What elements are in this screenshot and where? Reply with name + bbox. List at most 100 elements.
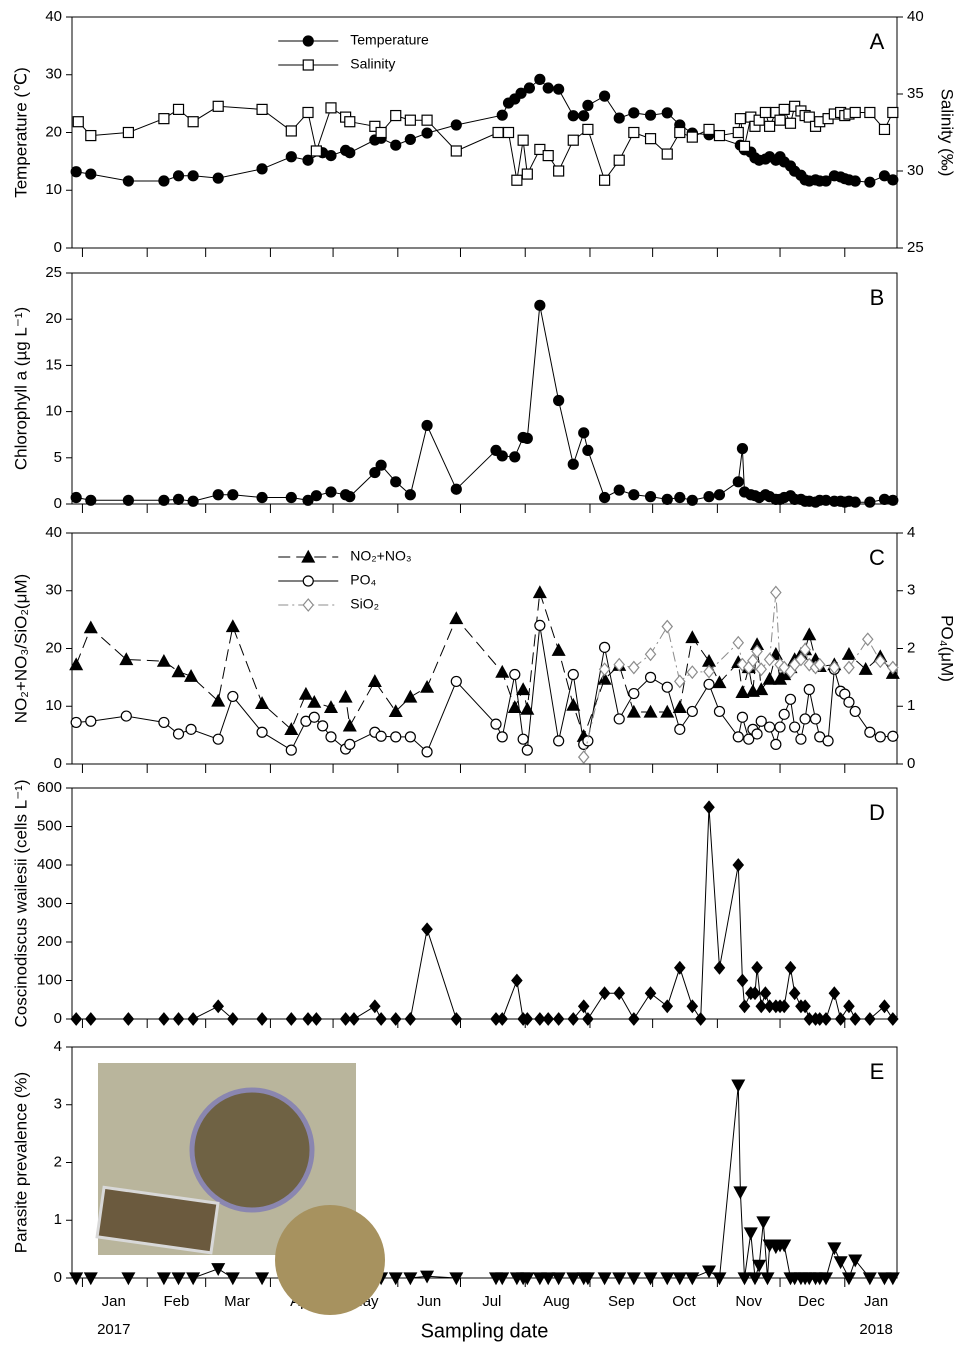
data-point — [628, 687, 640, 700]
data-point — [598, 174, 611, 186]
data-point — [158, 494, 170, 506]
data-point — [390, 476, 402, 488]
data-point — [703, 123, 715, 136]
data-point — [551, 1272, 566, 1286]
data-point — [521, 1012, 534, 1026]
data-point — [507, 700, 522, 714]
data-point — [542, 150, 554, 162]
data-point — [759, 106, 772, 119]
y-tick-label: 4 — [54, 1038, 62, 1055]
data-point — [375, 730, 387, 742]
data-point — [375, 1012, 387, 1026]
data-point — [703, 664, 715, 679]
y-tick-label: 0 — [54, 239, 62, 256]
data-point — [256, 1012, 268, 1026]
data-point — [818, 1272, 833, 1286]
plot-frame — [71, 787, 898, 1020]
data-point — [298, 686, 313, 700]
data-point — [862, 1272, 877, 1286]
data-point — [703, 678, 715, 690]
y-tick-label: 600 — [37, 779, 62, 796]
data-point — [403, 689, 418, 703]
data-point — [227, 489, 239, 501]
x-tick-label: Sep — [608, 1293, 635, 1310]
data-point — [310, 490, 322, 502]
year-label: 2017 — [97, 1321, 130, 1338]
data-point — [495, 1272, 510, 1286]
data-point — [731, 1079, 746, 1093]
data-point — [735, 685, 750, 698]
y-tick-label: 30 — [45, 582, 62, 599]
data-point — [770, 738, 782, 750]
data-point — [674, 491, 686, 504]
data-point — [186, 1272, 201, 1286]
data-point — [542, 82, 554, 94]
data-point — [784, 117, 797, 129]
data-point — [685, 1272, 700, 1286]
data-point — [323, 700, 338, 714]
data-point — [582, 123, 594, 136]
data-point — [784, 693, 797, 705]
data-point — [552, 1012, 565, 1026]
data-point — [421, 419, 433, 432]
y2-tick-label: 25 — [907, 239, 924, 256]
data-point — [421, 127, 433, 139]
x-tick-label: Jun — [417, 1293, 441, 1310]
data-point — [736, 973, 749, 988]
y2-tick-label: 0 — [907, 755, 915, 772]
data-point — [72, 116, 84, 128]
data-point — [404, 731, 416, 743]
data-point — [702, 653, 717, 667]
data-point — [743, 733, 755, 745]
y2-tick-label: 30 — [907, 162, 924, 179]
data-point — [421, 114, 433, 126]
data-point — [674, 960, 686, 975]
plot-frame — [71, 272, 898, 505]
data-point — [404, 489, 416, 501]
data-point — [172, 493, 185, 505]
data-point — [495, 664, 510, 678]
data-point — [820, 1012, 832, 1026]
data-point — [122, 175, 134, 187]
data-point — [712, 1272, 727, 1286]
data-point — [421, 746, 433, 758]
y-tick-label: 30 — [45, 66, 62, 83]
data-point — [310, 1012, 323, 1026]
data-point — [628, 107, 640, 119]
data-point — [713, 129, 726, 142]
data-point — [69, 657, 84, 671]
data-point — [582, 99, 594, 111]
data-point — [598, 986, 611, 1001]
data-point — [119, 652, 134, 666]
data-point — [751, 644, 763, 659]
data-point — [822, 735, 834, 747]
data-point — [613, 713, 625, 725]
data-point — [694, 1012, 707, 1026]
data-point — [864, 726, 876, 738]
data-point — [450, 1012, 463, 1026]
data-point — [85, 168, 97, 180]
data-point — [553, 735, 565, 747]
legend-label: Salinity — [350, 56, 395, 72]
data-point — [626, 704, 641, 718]
y2-axis-title: Salinity (‰) — [938, 89, 957, 177]
data-point — [83, 1272, 98, 1286]
data-point — [712, 675, 727, 689]
data-point — [644, 491, 657, 503]
panel-label: C — [869, 545, 885, 570]
data-point — [686, 705, 698, 718]
data-point — [211, 693, 226, 707]
data-point — [567, 668, 579, 681]
data-point — [302, 1012, 314, 1026]
panel-label: D — [869, 800, 885, 825]
data-point — [156, 653, 171, 667]
data-point — [302, 494, 314, 506]
data-point — [520, 701, 535, 715]
y-tick-label: 5 — [54, 449, 62, 466]
data-point — [582, 735, 594, 747]
data-point — [849, 1012, 862, 1026]
data-point — [85, 129, 97, 142]
data-point — [541, 1272, 556, 1286]
y-tick-label: 500 — [37, 817, 62, 834]
data-point — [172, 103, 185, 116]
